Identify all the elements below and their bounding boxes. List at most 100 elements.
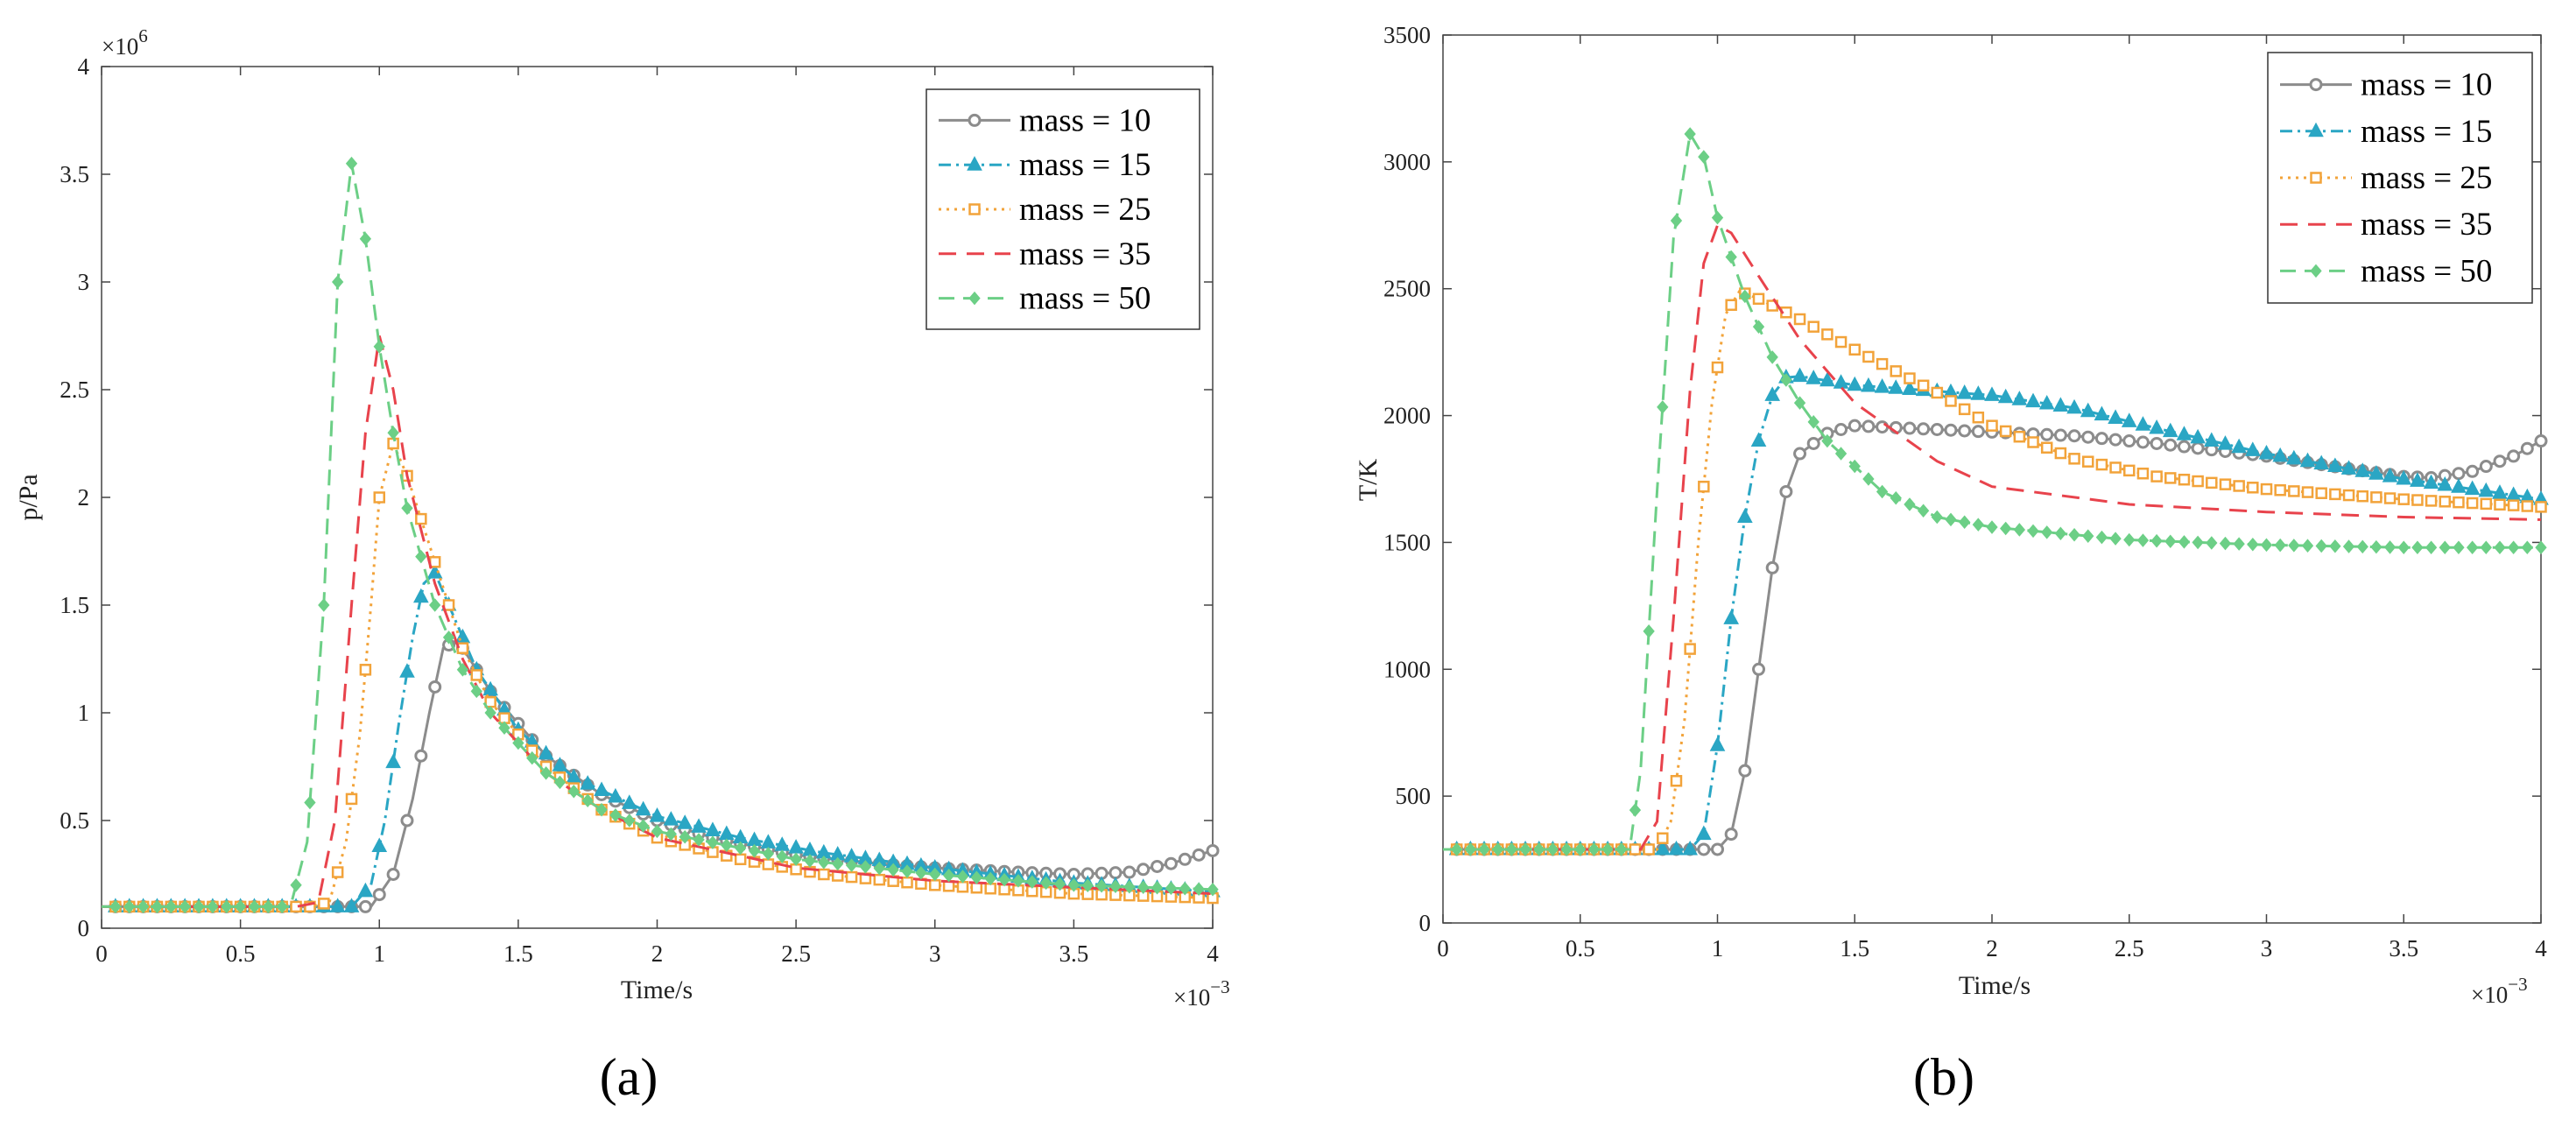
data-point-triangle bbox=[2382, 468, 2398, 482]
x-tick-label: 1.5 bbox=[503, 940, 533, 967]
data-point-diamond bbox=[637, 819, 650, 833]
x-tick-label: 3 bbox=[2261, 935, 2273, 961]
data-point-square bbox=[2247, 482, 2259, 494]
y-tick-label: 0.5 bbox=[60, 807, 89, 834]
data-point-diamond bbox=[968, 291, 981, 306]
data-point-circle bbox=[1738, 764, 1752, 778]
data-point-square bbox=[818, 868, 830, 881]
data-point-diamond bbox=[2274, 538, 2286, 553]
data-point-circle bbox=[1724, 828, 1738, 842]
data-point-diamond bbox=[1821, 433, 1833, 448]
data-point-diamond bbox=[1780, 373, 1792, 387]
data-point-square bbox=[1945, 395, 1957, 407]
data-point-circle bbox=[2164, 438, 2178, 452]
data-point-diamond bbox=[929, 867, 941, 882]
data-point-diamond bbox=[1464, 842, 1477, 856]
data-point-square bbox=[2288, 485, 2300, 497]
series-mass-35 bbox=[1443, 223, 2542, 851]
data-point-circle bbox=[1192, 848, 1206, 862]
data-point-square bbox=[1711, 361, 1724, 374]
data-point-diamond bbox=[2068, 527, 2080, 542]
y-tick-label: 500 bbox=[1396, 783, 1432, 809]
data-point-square bbox=[1876, 357, 1889, 370]
y-axis-label: T/K bbox=[1354, 459, 1383, 502]
series-mass-10 bbox=[1443, 419, 2548, 856]
x-tick-label: 1.5 bbox=[1840, 935, 1869, 961]
data-point-triangle bbox=[2162, 422, 2178, 438]
data-point-diamond bbox=[1067, 878, 1080, 892]
data-point-square bbox=[2233, 480, 2245, 492]
data-point-triangle bbox=[635, 800, 651, 816]
data-point-diamond bbox=[1904, 497, 1916, 511]
data-point-diamond bbox=[845, 858, 858, 872]
data-point-diamond bbox=[512, 736, 524, 750]
data-point-triangle bbox=[1668, 840, 1685, 856]
data-point-square bbox=[2453, 496, 2465, 509]
data-point-circle bbox=[1206, 843, 1220, 857]
data-point-circle bbox=[2122, 434, 2136, 448]
data-point-diamond bbox=[484, 706, 496, 720]
data-point-diamond bbox=[1053, 877, 1066, 891]
data-point-triangle bbox=[2272, 447, 2289, 462]
legend-label: mass = 25 bbox=[2361, 160, 2492, 196]
data-point-triangle bbox=[1654, 840, 1671, 856]
data-point-diamond bbox=[2123, 532, 2136, 547]
data-point-square bbox=[2150, 470, 2163, 482]
y-multiplier-base: ×10 bbox=[102, 33, 138, 60]
data-point-circle bbox=[1793, 447, 1807, 461]
data-point-square bbox=[470, 669, 483, 681]
data-point-diamond bbox=[109, 899, 122, 914]
data-point-diamond bbox=[345, 156, 358, 171]
data-point-triangle bbox=[1956, 384, 1973, 399]
data-point-triangle bbox=[1737, 508, 1753, 523]
x-multiplier-exp: −3 bbox=[1210, 976, 1229, 997]
data-point-diamond bbox=[595, 802, 608, 817]
data-point-triangle bbox=[357, 882, 374, 898]
x-tick-label: 2 bbox=[651, 940, 664, 967]
data-point-circle bbox=[2136, 435, 2150, 449]
data-point-triangle bbox=[1695, 825, 1712, 841]
data-point-square bbox=[387, 437, 399, 450]
data-point-diamond bbox=[915, 866, 927, 880]
data-point-triangle bbox=[2052, 397, 2069, 412]
data-point-circle bbox=[1971, 425, 1985, 439]
data-point-circle bbox=[1697, 842, 1711, 856]
y-tick-label: 3000 bbox=[1383, 149, 1431, 175]
data-point-diamond bbox=[567, 785, 580, 799]
data-point-triangle bbox=[1902, 380, 1918, 395]
data-point-diamond bbox=[193, 899, 205, 914]
data-point-diamond bbox=[609, 808, 622, 822]
data-point-diamond bbox=[2439, 540, 2451, 554]
data-point-square bbox=[1643, 843, 1655, 856]
data-point-square bbox=[1684, 643, 1696, 655]
data-point-diamond bbox=[304, 795, 316, 810]
data-point-diamond bbox=[1165, 881, 1178, 896]
x-tick-label: 3.5 bbox=[2389, 935, 2418, 961]
data-point-diamond bbox=[1986, 520, 1998, 534]
data-point-circle bbox=[2452, 467, 2466, 481]
data-point-circle bbox=[1752, 662, 1766, 676]
data-point-diamond bbox=[665, 827, 678, 842]
data-point-square bbox=[1958, 403, 1971, 416]
data-point-square bbox=[2081, 455, 2094, 468]
data-point-square bbox=[2439, 496, 2452, 508]
series-line bbox=[102, 335, 1214, 908]
data-point-triangle bbox=[2396, 469, 2412, 485]
data-point-diamond bbox=[2356, 539, 2368, 554]
data-point-triangle bbox=[760, 834, 777, 849]
data-point-diamond bbox=[1711, 210, 1724, 225]
data-point-triangle bbox=[663, 811, 679, 826]
data-point-circle bbox=[1123, 865, 1137, 879]
data-point-square bbox=[2206, 476, 2218, 490]
data-point-square bbox=[2535, 501, 2547, 513]
data-point-square bbox=[2301, 486, 2314, 498]
legend-label: mass = 50 bbox=[2361, 253, 2492, 289]
data-point-diamond bbox=[1179, 881, 1191, 896]
y-tick-label: 0 bbox=[78, 915, 90, 941]
x-tick-label: 1 bbox=[1712, 935, 1724, 961]
data-point-circle bbox=[358, 899, 372, 913]
data-point-diamond bbox=[2206, 536, 2218, 550]
data-point-diamond bbox=[2310, 264, 2322, 278]
data-point-circle bbox=[2040, 427, 2054, 441]
data-point-triangle bbox=[649, 807, 665, 822]
